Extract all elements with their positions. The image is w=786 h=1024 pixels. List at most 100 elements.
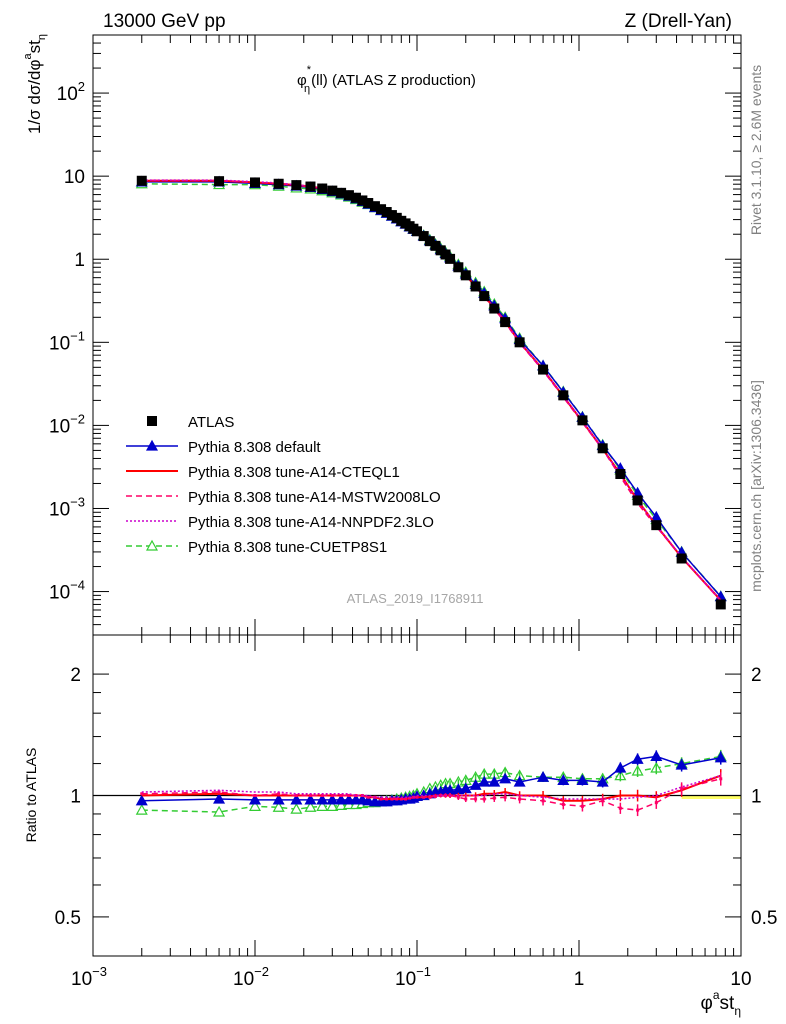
legend-label: Pythia 8.308 tune-A14-CTEQL1 (188, 464, 400, 481)
ratio-point-cuetp8s1 (290, 802, 303, 814)
ratio-point-default (213, 792, 226, 804)
atlas-data-point (412, 226, 422, 237)
ratio-y-tick-labels: 0.5 0.5 1 1 2 2 (55, 665, 778, 929)
header-right: Z (Drell-Yan) (625, 11, 732, 32)
atlas-data-point (369, 201, 380, 212)
atlas-data-point (430, 240, 441, 251)
ratio-point-mstw (385, 797, 389, 801)
main-y-tick-label: 10−3 (49, 494, 85, 520)
analysis-watermark: ATLAS_2019_I1768911 (347, 591, 484, 606)
atlas-data-point (676, 553, 687, 564)
atlas-data-point (363, 198, 374, 209)
ratio-point-mstw (330, 794, 334, 797)
main-y-tick-label: 10 (64, 167, 85, 188)
ratio-point-mstw (320, 794, 324, 797)
atlas-data-point (418, 231, 429, 242)
atlas-data-point (715, 599, 726, 610)
legend-label: Pythia 8.308 tune-A14-NNPDF2.3LO (188, 514, 434, 531)
ratio-frame (92, 634, 742, 957)
atlas-data-point (327, 185, 338, 196)
ratio-x-tick-label: 10−3 (71, 964, 107, 990)
atlas-data-point (615, 469, 626, 480)
ratio-point-mstw (422, 795, 426, 799)
atlas-data-point (214, 176, 225, 187)
atlas-data-point (336, 187, 347, 198)
rivet-label: Rivet 3.1.10, ≥ 2.6M events (748, 65, 764, 235)
ratio-y-ticks (93, 673, 741, 918)
ratio-point-mstw (347, 794, 351, 797)
atlas-data-point (514, 337, 525, 348)
ratio-point-default (248, 793, 262, 805)
ratio-x-ticks (92, 635, 735, 956)
ratio-point-mstw (379, 797, 383, 801)
main-y-ticks (93, 34, 741, 636)
ratio-point-default (290, 793, 303, 805)
ratio-point-cuetp8s1 (213, 805, 226, 817)
atlas-data-point (577, 415, 588, 426)
legend-marker-default (145, 439, 159, 451)
ratio-point-cuetp8s1 (316, 800, 329, 811)
ratio-point-cuetp8s1 (272, 801, 285, 812)
legend: ATLAS Pythia 8.308 default Pythia 8.308 tu… (126, 414, 441, 556)
ratio-point-default (342, 793, 355, 805)
ratio-point-mstw (415, 795, 419, 799)
ratio-y-tick-label: 1 (70, 787, 81, 808)
ratio-y-tick-label-right: 0.5 (751, 908, 777, 929)
header-left: 13000 GeV pp (103, 11, 226, 32)
atlas-data-point (357, 195, 368, 206)
main-panel: 102 10 1 10−1 10−2 10−3 10−4 (49, 34, 742, 636)
ratio-point-mstw (339, 794, 343, 797)
ratio-x-tick-label: 10−1 (395, 964, 431, 990)
ratio-y-tick-label: 0.5 (55, 908, 81, 929)
atlas-data-point (250, 177, 260, 188)
ratio-point-default (326, 793, 339, 805)
atlas-data-point (317, 183, 328, 194)
atlas-data-point (343, 190, 354, 201)
legend-label: Pythia 8.308 tune-A14-MSTW2008LO (188, 489, 441, 506)
atlas-data-point (445, 253, 456, 264)
ratio-point-mstw (294, 794, 298, 797)
ratio-point-mstw (390, 797, 394, 801)
ratio-point-mstw (217, 790, 221, 794)
main-y-tick-label: 1 (74, 250, 85, 271)
atlas-data-point (305, 181, 316, 192)
atlas-data-point (651, 520, 662, 531)
ratio-line-4 (141, 774, 722, 800)
ratio-point-default (316, 793, 329, 805)
ratio-point-mstw (404, 797, 408, 801)
legend-marker-atlas (147, 416, 157, 426)
main-y-tick-label: 10−1 (49, 328, 85, 354)
ratio-point-cuetp8s1 (248, 800, 262, 811)
atlas-data-point (500, 317, 511, 328)
ratio-point-default (135, 794, 148, 806)
atlas-data-point (453, 262, 464, 273)
legend-marker-cuetp8s1 (145, 539, 159, 551)
main-y-tick-labels: 102 10 1 10−1 10−2 10−3 10−4 (49, 79, 85, 603)
ratio-point-default (272, 793, 285, 805)
atlas-data-point (136, 175, 147, 186)
ratio-point-mstw (253, 794, 257, 797)
ratio-y-tick-label: 2 (70, 665, 81, 686)
atlas-data-point (273, 178, 284, 189)
atlas-data-point (350, 192, 361, 203)
atlas-data-point (479, 291, 490, 302)
ratio-point-cuetp8s1 (326, 800, 339, 811)
ratio-point-mstw (354, 794, 358, 797)
ratio-point-mstw (277, 792, 281, 796)
legend-label: Pythia 8.308 default (188, 439, 321, 456)
legend-label: Pythia 8.308 tune-CUETP8S1 (188, 539, 387, 556)
ratio-point-cuetp8s1 (304, 801, 317, 812)
atlas-data-point (538, 364, 549, 375)
ratio-point-mstw (395, 797, 399, 801)
main-x-ticks (92, 35, 735, 635)
atlas-data-point (291, 180, 302, 191)
ratio-y-tick-label-right: 2 (751, 665, 762, 686)
x-axis-label: φastη (701, 988, 741, 1018)
atlas-data-point (489, 303, 500, 314)
atlas-data-point (470, 281, 481, 292)
ratio-panel: 0.5 0.5 1 1 2 2 10−3 10−2 10−1 1 10 (55, 634, 778, 990)
ratio-point-cuetp8s1 (335, 799, 348, 811)
main-y-tick-label: 102 (57, 79, 85, 105)
main-y-tick-label: 10−4 (49, 578, 85, 604)
